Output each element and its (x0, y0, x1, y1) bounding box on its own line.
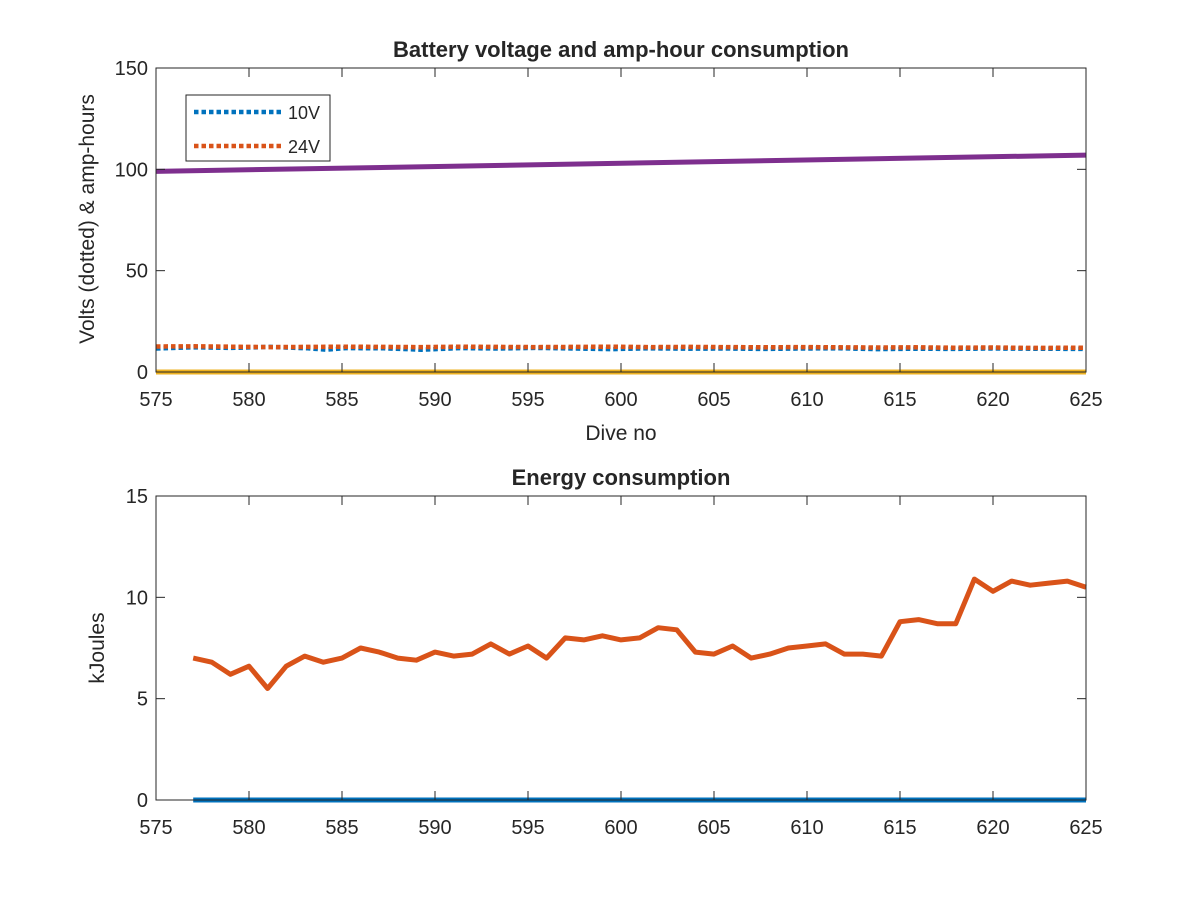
y-tick-label: 10 (126, 587, 148, 609)
y-axis-label-kjoules: kJoules (86, 612, 109, 683)
x-tick-label: 600 (604, 817, 637, 839)
x-axis-label-dive-no: Dive no (585, 422, 656, 445)
x-tick-label: 595 (511, 389, 544, 411)
voltage-amp-hour-axes: Battery voltage and amp-hour consumption… (76, 37, 1103, 445)
x-tick-label: 595 (511, 817, 544, 839)
legend-label-10v: 10V (288, 103, 320, 123)
chart-title-battery: Battery voltage and amp-hour consumption (393, 37, 849, 62)
y-tick-label: 15 (126, 486, 148, 508)
x-tick-label: 610 (790, 817, 823, 839)
chart-title-energy: Energy consumption (512, 465, 731, 490)
x-tick-label: 605 (697, 389, 730, 411)
x-tick-label: 605 (697, 817, 730, 839)
x-tick-label: 580 (232, 817, 265, 839)
x-tick-label: 575 (139, 817, 172, 839)
series-line-s2 (155, 152, 1087, 174)
y-axis-label-volts-amp-hours: Volts (dotted) & amp-hours (76, 94, 99, 344)
series-line-24v (155, 344, 1087, 351)
x-tick-label: 580 (232, 389, 265, 411)
legend-label-24v: 24V (288, 137, 320, 157)
x-tick-label: 575 (139, 389, 172, 411)
x-tick-label: 610 (790, 389, 823, 411)
x-tick-label: 615 (883, 817, 916, 839)
legend: 10V 24V (185, 94, 331, 162)
series-line-s0 (192, 576, 1087, 691)
legend-box (185, 94, 331, 162)
x-tick-label: 615 (883, 389, 916, 411)
y-tick-label: 5 (137, 689, 148, 711)
x-tick-label: 620 (976, 817, 1009, 839)
x-tick-label: 625 (1069, 389, 1102, 411)
y-tick-label: 150 (115, 58, 148, 80)
voltage-plot-area: 575 580 585 590 595 600 605 610 615 620 625 0 50 100 1… (115, 58, 1103, 411)
x-tick-label: 600 (604, 389, 637, 411)
x-tick-label: 590 (418, 817, 451, 839)
y-tick-label: 0 (137, 362, 148, 384)
x-tick-label: 585 (325, 817, 358, 839)
x-tick-label: 585 (325, 389, 358, 411)
x-tick-label: 590 (418, 389, 451, 411)
y-tick-label: 100 (115, 159, 148, 181)
x-tick-label: 620 (976, 389, 1009, 411)
x-tick-label: 625 (1069, 817, 1102, 839)
y-tick-label: 0 (137, 790, 148, 812)
y-tick-label: 50 (126, 261, 148, 283)
energy-plot-area: 575 580 585 590 595 600 605 610 615 620 625 0 5 10 15 (126, 486, 1103, 839)
energy-consumption-axes: Energy consumption kJoules 575 580 585 590 5… (86, 465, 1103, 839)
